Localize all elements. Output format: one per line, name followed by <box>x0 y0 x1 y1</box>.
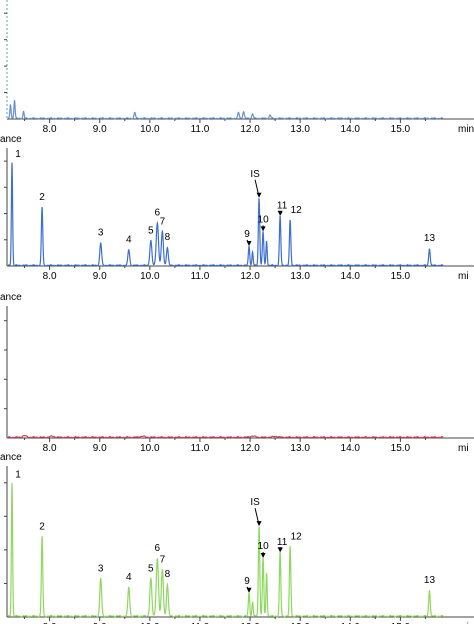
peak-label-2: 2 <box>39 521 45 532</box>
x-axis-unit-label: mi <box>458 271 469 282</box>
x-tick-label: 9.0 <box>93 622 107 624</box>
x-tick-label: 14.0 <box>341 622 361 624</box>
peak-label-is: IS <box>250 497 260 508</box>
x-tick-label: 8.0 <box>43 443 57 454</box>
x-tick-label: 13.0 <box>290 622 310 624</box>
y-axis-label: ance <box>0 292 22 303</box>
x-tick-label: 13.0 <box>290 271 310 282</box>
x-tick-label: 11.0 <box>191 443 210 454</box>
peak-label-6: 6 <box>155 543 161 554</box>
x-tick-label: 13.0 <box>290 124 310 135</box>
chromatogram-panel-3: 8.0 9.0 10.0 11.0 12.0 13.0 14.0 15.0 mi ance <box>0 292 474 454</box>
peak-label-1: 1 <box>15 149 21 160</box>
series-trace <box>7 434 444 439</box>
x-tick-label: 11.0 <box>191 124 210 135</box>
x-tick-label: 15.0 <box>391 124 411 135</box>
peak-label-13: 13 <box>424 233 436 244</box>
x-tick-label: 13.0 <box>290 443 310 454</box>
peak-label-3: 3 <box>98 563 104 574</box>
peak-label-12: 12 <box>291 531 303 542</box>
chromatogram-panel-4: 8.09.010.011.012.013.014.015.0miance1234… <box>0 452 474 624</box>
x-tick-label: 14.0 <box>341 443 361 454</box>
x-tick-label: 9.0 <box>93 271 107 282</box>
peak-label-9: 9 <box>244 229 250 240</box>
x-tick-label: 14.0 <box>341 271 361 282</box>
peak-label-9: 9 <box>244 576 250 587</box>
peak-label-11: 11 <box>277 537 288 548</box>
peak-label-13: 13 <box>424 575 436 586</box>
x-tick-label: 8.0 <box>43 271 57 282</box>
series-trace <box>7 162 444 267</box>
x-tick-label: 10.0 <box>140 443 160 454</box>
x-tick-label: 15.0 <box>391 622 411 624</box>
peak-arrowhead <box>260 226 266 232</box>
peak-label-3: 3 <box>98 228 104 239</box>
chromatogram-panel-2: 8.0 9.0 10.0 11.0 12.0 13.0 14.0 15.0 miance1234… <box>0 134 474 282</box>
x-axis-unit-label: min <box>458 124 474 135</box>
peak-label-11: 11 <box>277 201 288 212</box>
peak-label-4: 4 <box>126 234 132 245</box>
series-trace <box>7 483 444 618</box>
peak-label-5: 5 <box>148 563 154 574</box>
x-tick-label: 8.0 <box>43 622 57 624</box>
peak-arrowhead <box>246 587 252 593</box>
x-tick-label: 12.0 <box>240 124 260 135</box>
x-tick-label: 9.0 <box>93 124 107 135</box>
peak-arrowhead <box>277 547 283 553</box>
peak-label-12: 12 <box>291 205 303 216</box>
x-tick-label: 10.0 <box>140 622 160 624</box>
y-axis-label: ance <box>0 452 22 463</box>
x-tick-label: 11.0 <box>191 622 210 624</box>
peak-arrowhead <box>256 192 262 198</box>
peak-arrowhead <box>256 521 262 527</box>
x-tick-label: 9.0 <box>93 443 107 454</box>
x-tick-label: 11.0 <box>191 271 210 282</box>
peak-label-8: 8 <box>165 232 171 243</box>
peak-label-5: 5 <box>148 225 154 236</box>
peak-label-4: 4 <box>126 572 132 583</box>
peak-arrowhead <box>260 553 266 558</box>
peak-label-8: 8 <box>165 569 171 580</box>
x-tick-label: 10.0 <box>140 271 160 282</box>
peak-label-10: 10 <box>258 541 270 552</box>
x-tick-label: 12.0 <box>240 443 260 454</box>
x-axis-unit-label: mi <box>458 622 469 624</box>
peak-arrowhead <box>277 210 283 216</box>
peak-label-is: IS <box>250 169 260 180</box>
x-axis-unit-label: mi <box>458 443 469 454</box>
peak-label-10: 10 <box>258 214 270 225</box>
peak-arrowhead <box>246 240 252 246</box>
x-tick-label: 15.0 <box>391 271 411 282</box>
peak-label-6: 6 <box>155 207 161 218</box>
y-axis-label: ance <box>0 134 22 145</box>
chromatogram-panel-1: 8.0 9.0 10.0 11.0 12.0 13.0 14.0 15.0 min <box>4 0 474 135</box>
peak-label-1: 1 <box>15 470 21 481</box>
x-tick-label: 12.0 <box>240 622 260 624</box>
peak-label-2: 2 <box>39 192 45 203</box>
series-trace <box>7 100 444 120</box>
x-tick-label: 12.0 <box>240 271 260 282</box>
peak-label-7: 7 <box>160 216 166 227</box>
x-tick-label: 8.0 <box>43 124 57 135</box>
x-tick-label: 15.0 <box>391 443 411 454</box>
peak-label-7: 7 <box>160 555 166 566</box>
x-tick-label: 14.0 <box>341 124 361 135</box>
x-tick-label: 10.0 <box>140 124 160 135</box>
